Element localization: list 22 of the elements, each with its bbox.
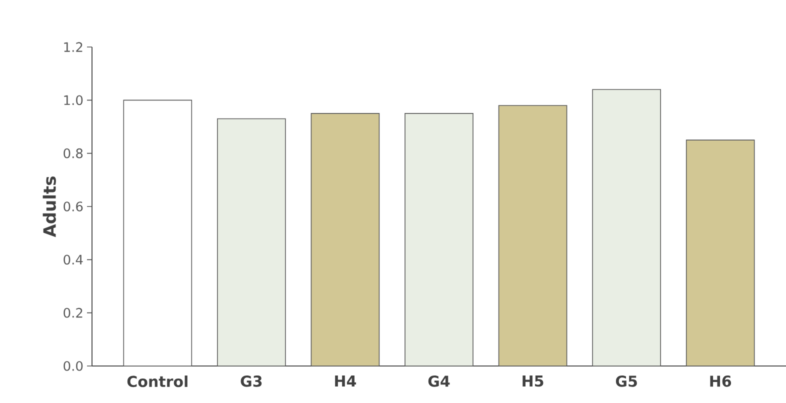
- x-tick-label: G4: [428, 376, 450, 387]
- x-tick-label: G3: [240, 376, 262, 387]
- x-tick-label: H4: [335, 376, 356, 386]
- y-tick-label: 0.4: [64, 254, 83, 265]
- bar: [498, 105, 568, 366]
- y-tick-label: 0.0: [64, 361, 83, 371]
- x-tick-label: G5: [616, 376, 637, 387]
- y-tick-label: 1.0: [64, 95, 83, 106]
- x-tick-label: Control: [127, 376, 188, 388]
- bar: [592, 89, 661, 366]
- x-tick-label: H5: [522, 376, 544, 387]
- y-tick-label: 0.8: [64, 148, 83, 158]
- bar: [217, 118, 286, 366]
- y-tick-label: 1.2: [64, 42, 82, 52]
- bar: [404, 113, 474, 366]
- y-tick-label: 0.6: [64, 202, 83, 212]
- x-tick-label: H6: [710, 376, 732, 387]
- y-tick-label: 0.2: [64, 308, 82, 318]
- bar: [123, 100, 192, 366]
- bar: [686, 140, 755, 366]
- y-axis-title: Adults: [42, 176, 56, 238]
- bar: [310, 113, 380, 366]
